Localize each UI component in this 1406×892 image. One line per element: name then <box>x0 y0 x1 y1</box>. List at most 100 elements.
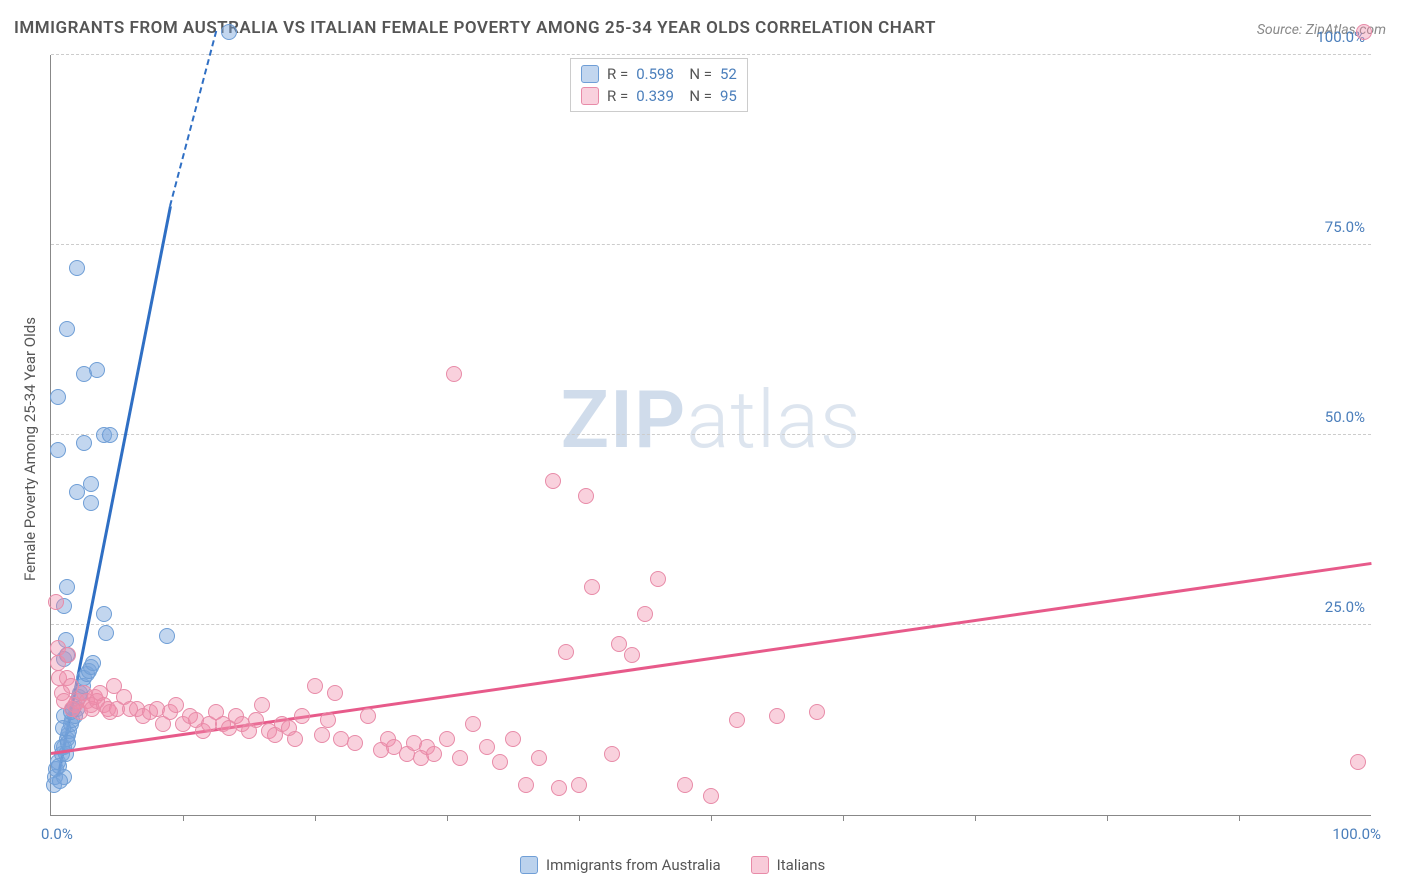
chart-title: IMMIGRANTS FROM AUSTRALIA VS ITALIAN FEM… <box>14 18 936 38</box>
n-value-a: 52 <box>720 65 737 83</box>
data-point <box>624 647 640 663</box>
data-point <box>677 777 693 793</box>
legend-row-series-a: R = 0.598 N = 52 <box>581 63 737 85</box>
data-point <box>492 754 508 770</box>
data-point <box>307 678 323 694</box>
x-tick-mark <box>579 815 580 821</box>
data-point <box>69 260 85 276</box>
data-point <box>60 647 76 663</box>
x-tick-mark <box>183 815 184 821</box>
data-point <box>637 606 653 622</box>
swatch-b-icon <box>751 856 769 874</box>
n-value-b: 95 <box>720 87 737 105</box>
gridline <box>51 624 1371 625</box>
data-point <box>83 476 99 492</box>
data-point <box>327 685 343 701</box>
y-tick-label: 50.0% <box>1325 408 1365 426</box>
data-point <box>360 708 376 724</box>
data-point <box>55 720 71 736</box>
swatch-series-b <box>581 87 599 105</box>
data-point <box>98 625 114 641</box>
correlation-legend: R = 0.598 N = 52 R = 0.339 N = 95 <box>570 58 748 112</box>
data-point <box>769 708 785 724</box>
data-point <box>248 712 264 728</box>
watermark-atlas: atlas <box>686 373 861 467</box>
x-tick-mark <box>315 815 316 821</box>
series-legend: Immigrants from Australia Italians <box>520 856 825 874</box>
data-point <box>809 704 825 720</box>
data-point <box>59 321 75 337</box>
data-point <box>729 712 745 728</box>
data-point <box>50 389 66 405</box>
x-tick-mark <box>1239 815 1240 821</box>
r-value-a: 0.598 <box>636 65 674 83</box>
n-label: N = <box>682 65 712 83</box>
data-point <box>545 473 561 489</box>
data-point <box>439 731 455 747</box>
r-value-b: 0.339 <box>636 87 674 105</box>
data-point <box>446 366 462 382</box>
data-point <box>168 697 184 713</box>
data-point <box>426 746 442 762</box>
r-label: R = <box>607 87 628 105</box>
y-axis-label: Female Poverty Among 25-34 Year Olds <box>21 299 39 599</box>
legend-label-a: Immigrants from Australia <box>546 856 721 874</box>
data-point <box>531 750 547 766</box>
data-point <box>314 727 330 743</box>
data-point <box>551 780 567 796</box>
data-point <box>89 362 105 378</box>
swatch-series-a <box>581 65 599 83</box>
data-point <box>558 644 574 660</box>
gridline <box>51 54 1371 55</box>
x-tick-mark <box>711 815 712 821</box>
watermark-zip: ZIP <box>561 373 687 467</box>
data-point <box>52 773 68 789</box>
data-point <box>294 708 310 724</box>
data-point <box>159 628 175 644</box>
data-point <box>518 777 534 793</box>
watermark: ZIPatlas <box>561 373 862 467</box>
data-point <box>584 579 600 595</box>
data-point <box>578 488 594 504</box>
data-point <box>452 750 468 766</box>
data-point <box>604 746 620 762</box>
data-point <box>76 435 92 451</box>
x-tick-mark <box>843 815 844 821</box>
data-point <box>287 731 303 747</box>
data-point <box>571 777 587 793</box>
gridline <box>51 244 1371 245</box>
trend-line <box>169 31 217 206</box>
y-tick-label: 75.0% <box>1325 218 1365 236</box>
data-point <box>611 636 627 652</box>
legend-label-b: Italians <box>777 856 826 874</box>
data-point <box>505 731 521 747</box>
data-point <box>85 655 101 671</box>
y-tick-label: 25.0% <box>1325 598 1365 616</box>
n-label: N = <box>682 87 712 105</box>
gridline <box>51 434 1371 435</box>
swatch-a-icon <box>520 856 538 874</box>
x-tick-mark <box>975 815 976 821</box>
data-point <box>102 427 118 443</box>
data-point <box>221 24 237 40</box>
data-point <box>465 716 481 732</box>
data-point <box>50 442 66 458</box>
scatter-plot: ZIPatlas 25.0%50.0%75.0%100.0%0.0%100.0% <box>50 55 1371 816</box>
data-point <box>703 788 719 804</box>
data-point <box>320 712 336 728</box>
legend-row-series-b: R = 0.339 N = 95 <box>581 85 737 107</box>
x-tick-label-start: 0.0% <box>41 825 73 843</box>
legend-item-b: Italians <box>751 856 826 874</box>
data-point <box>479 739 495 755</box>
data-point <box>254 697 270 713</box>
r-label: R = <box>607 65 628 83</box>
data-point <box>650 571 666 587</box>
data-point <box>1356 24 1372 40</box>
legend-item-a: Immigrants from Australia <box>520 856 721 874</box>
x-tick-mark <box>1107 815 1108 821</box>
data-point <box>83 495 99 511</box>
data-point <box>48 594 64 610</box>
x-tick-mark <box>447 815 448 821</box>
data-point <box>59 579 75 595</box>
data-point <box>96 606 112 622</box>
